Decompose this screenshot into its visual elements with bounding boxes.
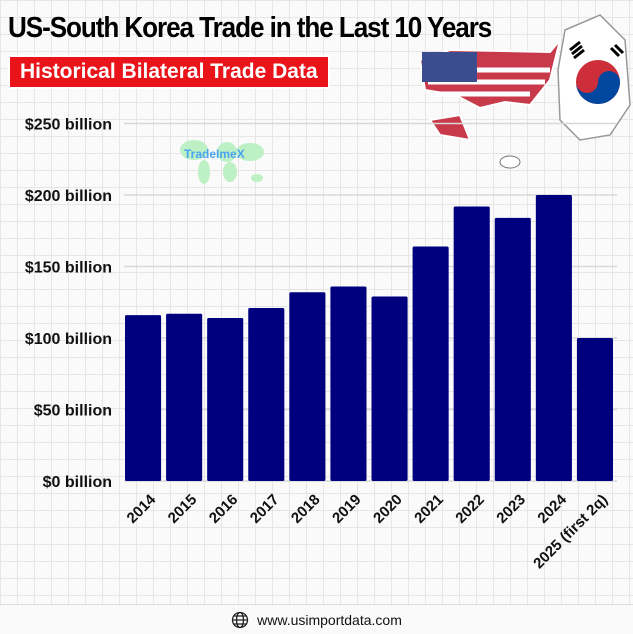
x-tick-label: 2025 (first 2q) (530, 491, 611, 572)
x-tick-label: 2016 (206, 491, 242, 527)
x-tick-label: 2021 (411, 491, 447, 527)
x-tick-label: 2015 (165, 491, 201, 527)
x-tick-label: 2019 (329, 491, 365, 527)
y-tick-label: $100 billion (25, 331, 112, 348)
globe-icon (231, 611, 249, 628)
y-tick-label: $0 billion (43, 474, 112, 491)
watermark-text: TradeImeX (184, 147, 245, 161)
bar-2018 (289, 292, 326, 481)
x-tick-label: 2022 (452, 491, 488, 527)
x-tick-label: 2018 (288, 491, 324, 527)
chart-subtitle: Historical Bilateral Trade Data (8, 55, 330, 89)
bar-2014 (125, 315, 162, 481)
bar-2017 (248, 307, 285, 481)
bar-2025-first-2q- (576, 338, 613, 481)
us-flag-map (418, 39, 561, 142)
bar-2019 (330, 286, 367, 481)
bar-2024 (535, 195, 572, 481)
y-tick-label: $250 billion (25, 117, 112, 134)
bar-2015 (166, 313, 203, 481)
x-tick-label: 2014 (124, 491, 160, 527)
bar-2022 (453, 206, 490, 481)
y-tick-label: $150 billion (25, 260, 112, 277)
south-korea-flag-map (499, 14, 631, 169)
flag-maps-decoration (418, 14, 631, 169)
y-tick-label: $50 billion (34, 403, 112, 420)
bar-2023 (494, 217, 531, 481)
chart-title: US-South Korea Trade in the Last 10 Year… (8, 12, 492, 44)
footer: www.usimportdata.com (0, 604, 633, 634)
x-tick-label: 2017 (247, 491, 283, 527)
world-map-icon (180, 140, 264, 184)
x-tick-label: 2023 (493, 491, 529, 527)
y-tick-label: $200 billion (25, 188, 112, 205)
bar-chart: $0 billion $50 billion $100 billion $150 bi… (25, 117, 617, 572)
bar-2020 (371, 296, 408, 481)
bar-2021 (412, 246, 449, 481)
x-tick-label: 2020 (370, 491, 406, 527)
bar-2016 (207, 317, 244, 481)
x-tick-label: 2024 (534, 491, 570, 527)
tradeimex-watermark: TradeImeX (172, 132, 267, 190)
footer-url[interactable]: www.usimportdata.com (257, 611, 402, 628)
